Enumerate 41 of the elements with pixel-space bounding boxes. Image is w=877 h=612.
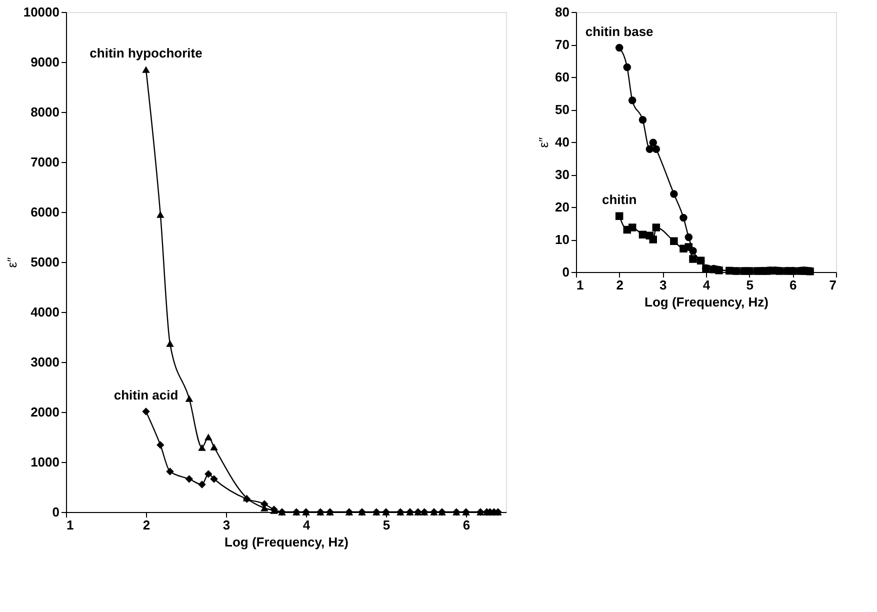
y-tick-label: 10 — [555, 232, 570, 247]
y-tick-label: 1000 — [30, 454, 60, 470]
x-axis-title: Log (Frequency, Hz) — [644, 294, 768, 310]
y-tick-label: 8000 — [30, 104, 60, 120]
y-tick-label: 60 — [555, 70, 570, 84]
x-tick-label: 4 — [702, 278, 711, 292]
y-tick-label: 70 — [555, 37, 570, 52]
y-tick-label: 7000 — [30, 154, 60, 170]
y-tick-label: 80 — [555, 4, 570, 20]
x-tick-label: 2 — [616, 278, 624, 292]
y-tick-label: 5000 — [30, 254, 60, 270]
y-tick-label: 0 — [52, 504, 60, 520]
x-tick-label: 4 — [302, 518, 311, 532]
y-tick-label: 2000 — [30, 404, 60, 420]
y-tick-label: 10000 — [23, 4, 60, 20]
x-tick-label: 6 — [790, 278, 797, 292]
x-tick-label: 1 — [576, 278, 584, 292]
series-label: chitin — [602, 192, 637, 208]
y-tick-label: 9000 — [30, 54, 60, 70]
x-tick-label: 2 — [142, 518, 150, 532]
x-tick-label: 3 — [660, 278, 667, 292]
x-tick-label: 6 — [462, 518, 470, 532]
y-tick-label: 4000 — [30, 304, 60, 320]
series-label: chitin acid — [114, 388, 178, 402]
x-tick-label: 1 — [66, 518, 74, 532]
series-label: chitin hypochorite — [90, 46, 202, 60]
y-axis-title: ε″ — [4, 256, 20, 268]
y-tick-label: 30 — [555, 167, 570, 182]
y-tick-label: 20 — [555, 200, 570, 214]
x-tick-label: 7 — [829, 278, 836, 292]
y-axis-title: ε″ — [536, 136, 552, 148]
x-tick-label: 5 — [746, 278, 754, 292]
y-tick-label: 50 — [555, 102, 570, 117]
y-tick-label: 0 — [562, 264, 570, 280]
series-label: chitin base — [585, 24, 654, 39]
x-tick-label: 5 — [382, 518, 390, 532]
x-axis-title: Log (Frequency, Hz) — [224, 534, 348, 550]
y-tick-label: 3000 — [30, 354, 60, 370]
y-tick-label: 40 — [555, 134, 570, 150]
y-tick-label: 6000 — [30, 204, 60, 220]
x-tick-label: 3 — [222, 518, 230, 532]
